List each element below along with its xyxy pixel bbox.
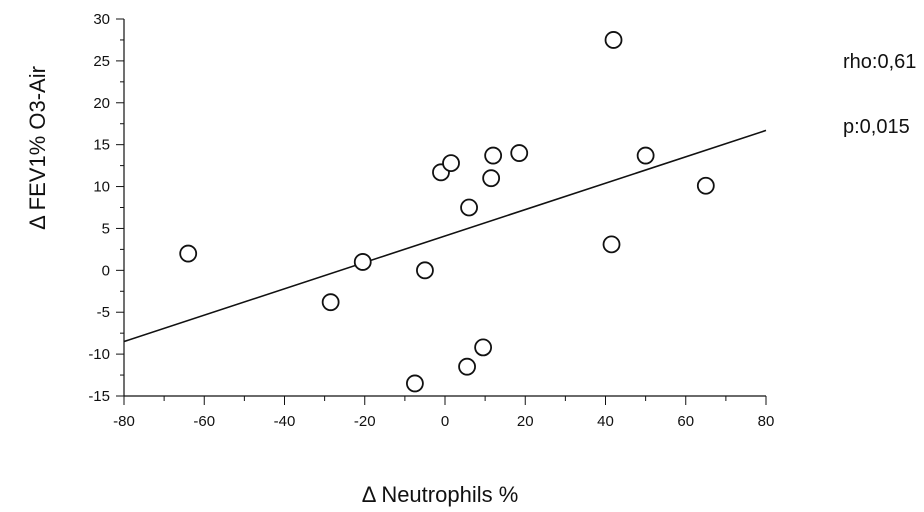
x-tick-label: -20 [354,413,376,430]
data-point [604,31,623,49]
y-tick-label: -10 [88,346,110,363]
x-tick-label: 80 [758,413,775,430]
data-point [482,169,501,188]
y-tick-label: 10 [93,179,110,196]
y-tick-label: 20 [93,95,110,112]
x-tick-label: -40 [274,413,296,430]
y-tick-label: 25 [93,53,110,70]
data-point [406,374,424,393]
x-tick-label: 20 [517,413,534,430]
y-tick-label: 30 [93,11,110,28]
data-point [353,253,372,271]
y-axis-ticks: -15 -10 -5 0 5 10 15 20 25 30 [88,11,124,405]
data-point [416,261,434,280]
y-tick-label: 5 [102,220,110,237]
x-tick-label: -80 [113,413,135,430]
y-tick-label: 15 [93,137,110,154]
data-point [321,293,340,312]
rho-annotation: rho:0,61 [843,51,916,73]
data-point [442,154,460,172]
data-points [179,31,715,393]
x-tick-label: 60 [677,413,694,430]
y-tick-label: 0 [102,262,110,279]
data-point [602,235,621,254]
data-point [696,176,715,195]
data-point [484,146,503,165]
p-value-annotation: p:0,015 [843,116,910,138]
data-point [474,338,493,357]
data-point [458,357,476,376]
x-axis-title: Δ Neutrophils % [362,482,519,507]
x-tick-label: -60 [193,413,215,430]
data-point [460,198,478,217]
regression-line [123,129,767,343]
data-point [510,144,529,162]
y-tick-label: -15 [88,388,110,405]
x-tick-label: 40 [597,413,614,430]
y-tick-label: -5 [97,304,110,321]
x-tick-label: 0 [441,413,449,430]
axes [123,19,766,397]
data-point [636,146,655,165]
data-point [179,244,198,263]
x-axis-ticks: -80 -60 -40 -20 0 20 40 60 80 [113,396,774,430]
y-axis-title: Δ FEV1% O3-Air [25,66,50,230]
